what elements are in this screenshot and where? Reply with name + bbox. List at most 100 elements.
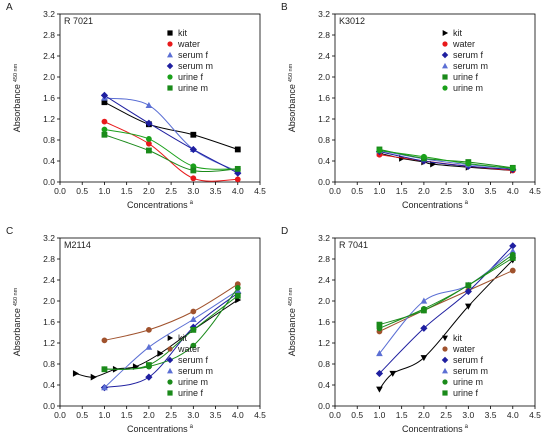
data-point <box>189 145 197 154</box>
data-point <box>101 118 108 125</box>
chart-panel-a: A 0.0 0.4 0.8 1.2 1.6 2.0 2.4 2.8 3.2 0.0 0.5 1.0 1.5… <box>6 2 266 210</box>
plot-frame <box>59 13 261 183</box>
y-tick-label: 2.8 <box>318 30 330 40</box>
y-axis-title-main: Absorbance <box>12 308 22 356</box>
series-line <box>379 250 514 354</box>
plot-frame <box>334 13 536 183</box>
x-tick-label: 1.5 <box>396 410 408 420</box>
legend-label: serum f <box>178 50 209 60</box>
legend-label: serum m <box>453 366 488 376</box>
data-point <box>234 146 241 153</box>
x-tick-label: 0.0 <box>54 186 66 196</box>
legend-label: urine f <box>178 388 204 398</box>
y-tick-label: 1.6 <box>318 317 330 327</box>
data-point <box>509 242 517 250</box>
legend-label: kit <box>453 333 462 343</box>
x-tick-label: 4.0 <box>232 186 244 196</box>
data-point <box>145 147 152 154</box>
y-tick-label: 2.0 <box>43 296 55 306</box>
series-line <box>104 129 238 170</box>
x-tick-label: 1.0 <box>374 410 386 420</box>
x-tick-label: 0.0 <box>329 186 341 196</box>
data-point <box>101 337 108 344</box>
legend-marker <box>441 51 449 59</box>
y-tick-label: 3.2 <box>318 9 330 19</box>
series-line <box>379 270 513 332</box>
data-point <box>509 165 516 172</box>
x-tick-label: 0.5 <box>76 410 88 420</box>
y-axis-title-subscript: 450 nm <box>13 63 19 82</box>
legend-label: urine m <box>178 83 208 93</box>
legend-marker <box>442 367 448 374</box>
series-urine-f <box>376 255 516 328</box>
y-tick-label: 2.4 <box>318 275 330 285</box>
x-axis-title: Concentrations a <box>402 200 469 210</box>
x-tick-label: 3.5 <box>485 186 497 196</box>
x-tick-label: 3.0 <box>462 186 474 196</box>
legend-marker <box>442 30 449 36</box>
x-axis-title-main: Concentrations <box>127 200 188 210</box>
x-tick-label: 2.5 <box>165 410 177 420</box>
data-point <box>190 131 197 138</box>
y-tick-label: 3.2 <box>318 233 330 243</box>
series-line <box>379 257 514 326</box>
x-tick-label: 4.5 <box>254 186 266 196</box>
y-tick-label: 1.2 <box>318 114 330 124</box>
chart-title: R 7041 <box>339 240 368 250</box>
data-point <box>189 315 197 322</box>
panel-letter: A <box>6 2 13 13</box>
series-water <box>376 267 516 335</box>
x-tick-label: 1.0 <box>99 186 111 196</box>
legend-label: urine f <box>453 72 479 82</box>
legend-marker <box>441 356 449 364</box>
legend-marker <box>442 335 448 342</box>
data-point <box>145 343 153 350</box>
x-tick-label: 0.5 <box>351 186 363 196</box>
y-axis-title: Absorbance 450 nm <box>12 287 22 356</box>
series-line <box>379 151 513 170</box>
data-point <box>420 324 428 332</box>
x-tick-label: 3.0 <box>462 410 474 420</box>
data-point <box>145 140 152 147</box>
chart-panel-c: C 0.0 0.4 0.8 1.2 1.6 2.0 2.4 2.8 3.2 0.0 0.5 1.0 1.5… <box>6 226 266 434</box>
x-tick-label: 0.0 <box>329 410 341 420</box>
data-point <box>145 362 152 368</box>
y-axis-title: Absorbance 450 nm <box>12 63 22 132</box>
y-tick-label: 3.2 <box>43 233 55 243</box>
panel-letter: B <box>281 2 288 13</box>
data-point <box>101 131 108 138</box>
y-axis-ticks: 0.0 0.4 0.8 1.2 1.6 2.0 2.4 2.8 3.2 <box>43 233 60 411</box>
x-axis-ticks: 0.0 0.5 1.0 1.5 2.0 2.5 3.0 3.5 4.0 4.5 <box>54 182 266 196</box>
x-tick-label: 1.5 <box>121 186 133 196</box>
legend-marker <box>167 30 173 36</box>
data-point <box>420 307 427 314</box>
legend-marker <box>167 74 173 80</box>
y-tick-label: 0.0 <box>318 177 330 187</box>
legend-label: urine m <box>453 83 483 93</box>
legend-label: serum f <box>453 50 484 60</box>
y-axis-title-subscript: 450 nm <box>13 287 19 306</box>
chart-panel-b: B 0.0 0.4 0.8 1.2 1.6 2.0 2.4 2.8 3.2 0.0 0.5 1.0 1.5… <box>281 2 541 210</box>
data-point <box>100 91 109 99</box>
y-tick-label: 0.4 <box>318 156 330 166</box>
series-urine-m <box>101 131 241 174</box>
x-axis-title-superscript: a <box>465 424 469 430</box>
y-axis-title: Absorbance 450 nm <box>287 63 297 132</box>
x-axis-title: Concentrations a <box>127 200 194 210</box>
x-tick-label: 2.5 <box>440 410 452 420</box>
data-point <box>465 160 472 167</box>
x-tick-label: 0.5 <box>76 186 88 196</box>
legend-marker <box>166 356 174 364</box>
data-point <box>509 267 516 274</box>
y-tick-label: 2.0 <box>43 72 55 82</box>
x-axis-ticks: 0.0 0.5 1.0 1.5 2.0 2.5 3.0 3.5 4.0 4.5 <box>329 182 541 196</box>
y-tick-label: 1.6 <box>43 93 55 103</box>
legend-marker <box>167 335 174 341</box>
y-tick-label: 2.4 <box>43 275 55 285</box>
y-axis-ticks: 0.0 0.4 0.8 1.2 1.6 2.0 2.4 2.8 3.2 <box>318 233 335 411</box>
y-axis-title-subscript: 450 nm <box>288 63 294 82</box>
data-point <box>375 369 384 378</box>
